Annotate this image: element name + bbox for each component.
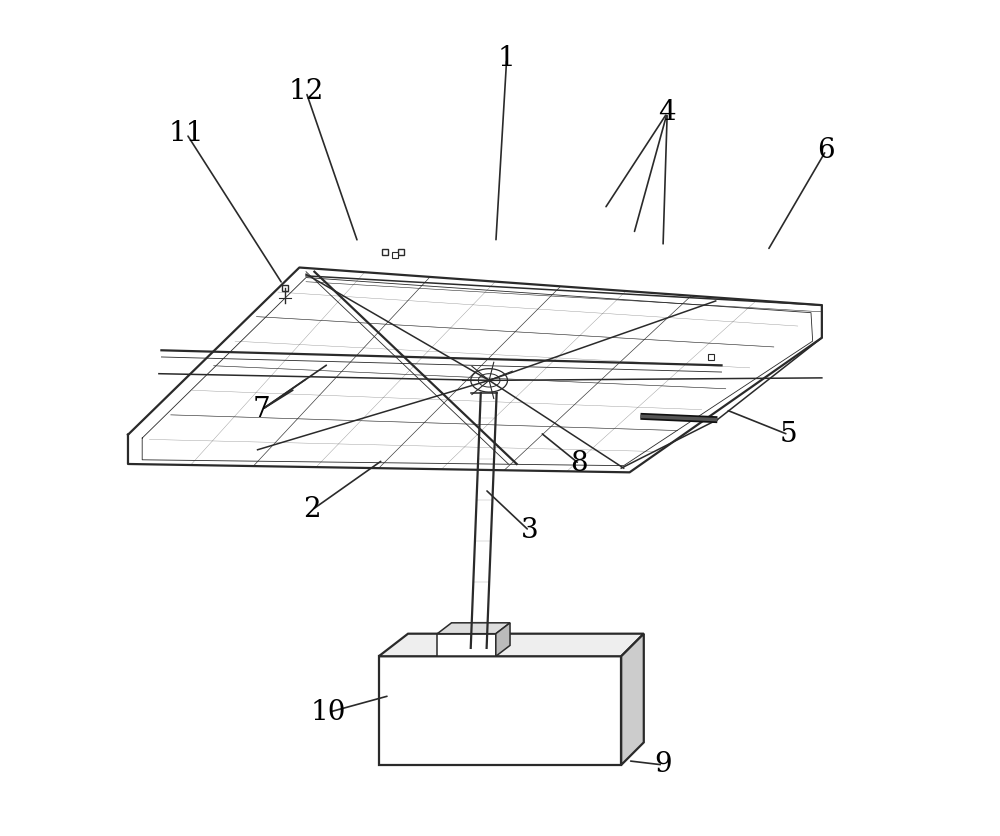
Polygon shape	[437, 634, 496, 656]
Text: 11: 11	[169, 120, 204, 147]
Polygon shape	[496, 623, 510, 656]
Text: 8: 8	[571, 451, 588, 477]
Text: 10: 10	[311, 699, 346, 726]
Polygon shape	[621, 634, 644, 765]
Text: 3: 3	[520, 517, 538, 544]
Text: 2: 2	[303, 497, 321, 523]
Text: 7: 7	[253, 396, 271, 423]
Polygon shape	[379, 656, 621, 765]
Text: 1: 1	[498, 45, 516, 72]
Text: 9: 9	[654, 752, 672, 778]
Text: 6: 6	[817, 137, 835, 164]
Text: 12: 12	[288, 79, 324, 105]
Polygon shape	[379, 634, 644, 656]
Text: 4: 4	[658, 99, 676, 126]
Text: 5: 5	[780, 421, 797, 448]
Polygon shape	[437, 623, 510, 634]
